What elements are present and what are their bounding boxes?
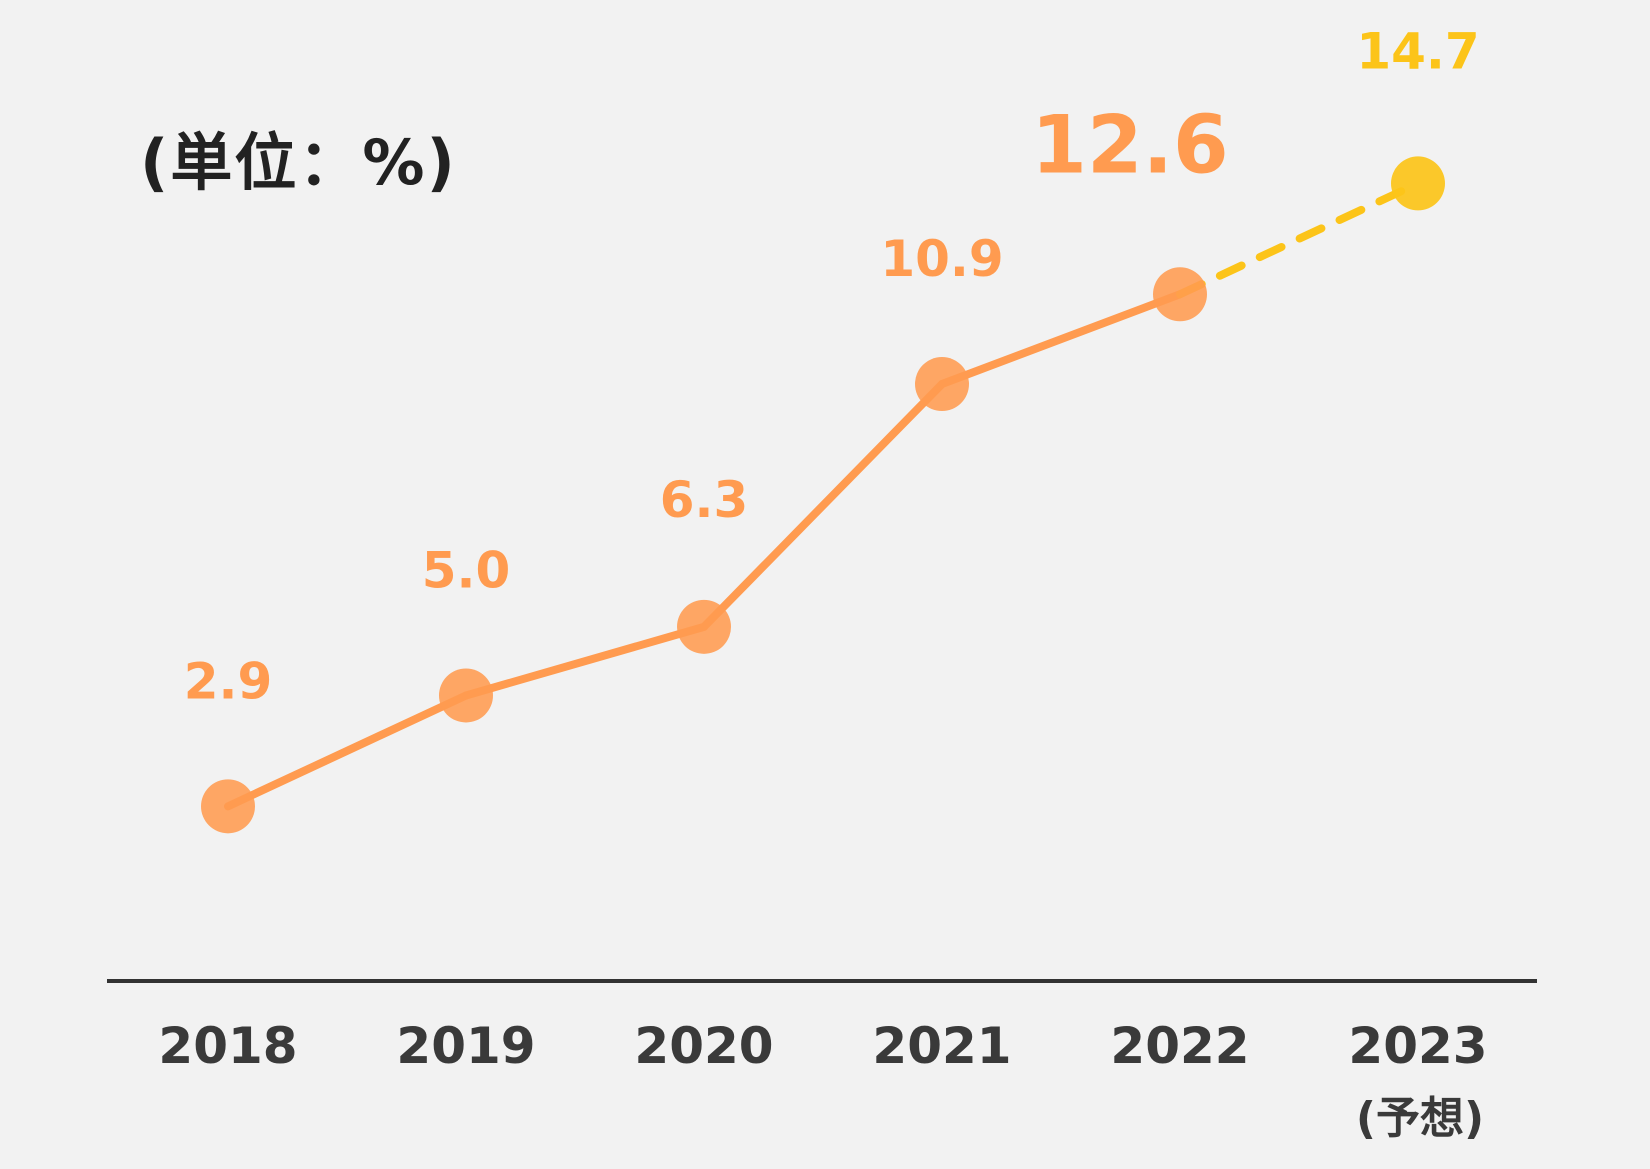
x-tick-label: 2019: [396, 1017, 535, 1075]
x-tick-label: 2022: [1110, 1017, 1249, 1075]
x-tick-label: 2021: [872, 1017, 1011, 1075]
data-point: [201, 779, 255, 834]
x-tick-note: (予想): [1356, 1093, 1484, 1144]
series-lines: [224, 179, 1422, 811]
data-label: 5.0: [422, 541, 511, 599]
data-labels: 2.9 5.0 6.3 10.9 12.6 14.7: [184, 22, 1480, 710]
data-label: 14.7: [1356, 22, 1479, 80]
unit-label: (単位：%): [140, 126, 457, 199]
x-tick-labels: 2018 2019 2020 2021 2022 2023 (予想): [158, 1017, 1487, 1144]
data-label: 12.6: [1031, 98, 1228, 191]
data-label: 2.9: [184, 652, 273, 710]
data-point: [677, 599, 731, 654]
x-tick-label: 2023: [1348, 1017, 1487, 1075]
series-segment: [224, 691, 470, 811]
forecast-segment: [1176, 179, 1422, 299]
series-segment: [462, 622, 708, 700]
data-points: [201, 156, 1445, 834]
data-label: 10.9: [880, 230, 1003, 288]
series-segment: [938, 290, 1184, 389]
forecast-point: [1391, 156, 1445, 211]
data-label: 6.3: [660, 471, 749, 529]
x-tick-label: 2020: [634, 1017, 773, 1075]
data-point: [439, 668, 493, 723]
series-segment: [700, 380, 946, 631]
x-tick-label: 2018: [158, 1017, 297, 1075]
data-point: [1153, 267, 1207, 322]
data-point: [915, 357, 969, 412]
